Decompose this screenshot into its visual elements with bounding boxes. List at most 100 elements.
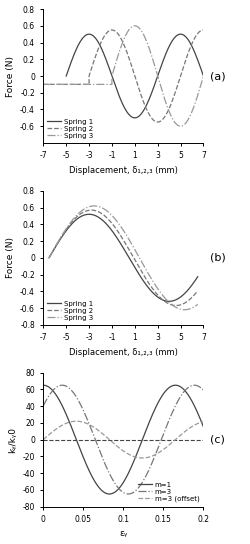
m=3 (offset) bbox=[120, 446, 123, 453]
Text: (a): (a) bbox=[210, 71, 226, 81]
m=3 (offset) bbox=[198, 420, 200, 426]
Spring 1 bbox=[202, 73, 205, 79]
Spring 2 bbox=[156, 119, 159, 125]
m=3 bbox=[168, 416, 171, 422]
Spring 3 bbox=[183, 306, 186, 313]
Spring 3 bbox=[116, 219, 119, 225]
Spring 3 bbox=[77, 81, 80, 88]
Spring 2 bbox=[196, 288, 199, 294]
Spring 2 bbox=[117, 31, 120, 38]
Spring 2 bbox=[55, 242, 58, 248]
Spring 1 bbox=[125, 108, 128, 115]
Spring 1 bbox=[172, 36, 175, 42]
m=1 bbox=[168, 384, 171, 391]
Line: m=3 (offset): m=3 (offset) bbox=[43, 421, 204, 458]
Spring 2 bbox=[174, 302, 178, 309]
Spring 1 bbox=[159, 64, 162, 71]
Spring 2 bbox=[90, 207, 93, 213]
Spring 3 bbox=[179, 123, 182, 129]
Spring 3 bbox=[48, 255, 50, 261]
m=3 (offset) bbox=[202, 418, 205, 425]
Line: Spring 3: Spring 3 bbox=[49, 206, 198, 310]
Legend: Spring 1, Spring 2, Spring 3: Spring 1, Spring 2, Spring 3 bbox=[47, 118, 94, 139]
Spring 3 bbox=[120, 224, 123, 231]
X-axis label: Displacement, δ₁,₂,₃ (mm): Displacement, δ₁,₂,₃ (mm) bbox=[69, 348, 178, 357]
m=3 (offset) bbox=[168, 441, 171, 448]
Y-axis label: kᵧ/kᵧ0: kᵧ/kᵧ0 bbox=[8, 426, 17, 453]
Spring 3 bbox=[179, 123, 182, 129]
Spring 1 bbox=[65, 73, 68, 79]
m=1 bbox=[202, 424, 205, 430]
Spring 3 bbox=[177, 122, 180, 129]
Line: Spring 1: Spring 1 bbox=[66, 34, 203, 118]
Line: Spring 3: Spring 3 bbox=[43, 26, 204, 126]
Line: Spring 2: Spring 2 bbox=[43, 30, 204, 122]
m=1 bbox=[42, 382, 45, 388]
Legend: m=1, m=3, m=3 (offset): m=1, m=3, m=3 (offset) bbox=[137, 481, 200, 503]
Legend: Spring 1, Spring 2, Spring 3: Spring 1, Spring 2, Spring 3 bbox=[47, 300, 94, 322]
Spring 3 bbox=[133, 22, 136, 29]
Spring 3 bbox=[196, 301, 199, 307]
Spring 3 bbox=[55, 241, 58, 248]
Spring 1 bbox=[192, 280, 195, 286]
Spring 1 bbox=[196, 274, 199, 280]
Spring 2 bbox=[157, 119, 160, 125]
Line: Spring 2: Spring 2 bbox=[49, 210, 198, 306]
m=1 bbox=[120, 483, 123, 489]
Line: m=3: m=3 bbox=[43, 385, 204, 494]
Spring 3 bbox=[192, 304, 195, 311]
m=3 (offset) bbox=[75, 418, 78, 424]
Spring 2 bbox=[165, 299, 168, 306]
Spring 2 bbox=[48, 255, 50, 261]
m=3 bbox=[127, 491, 130, 497]
m=3 bbox=[61, 382, 64, 388]
Spring 1 bbox=[48, 255, 50, 261]
Spring 3 bbox=[93, 203, 96, 209]
m=3 bbox=[116, 483, 118, 490]
Spring 1 bbox=[174, 33, 178, 40]
Spring 1 bbox=[79, 39, 82, 45]
Spring 1 bbox=[192, 280, 195, 286]
m=1 bbox=[108, 491, 111, 497]
m=3 bbox=[50, 389, 53, 395]
m=3 (offset) bbox=[141, 455, 144, 461]
m=3 bbox=[198, 383, 200, 390]
Line: Spring 1: Spring 1 bbox=[49, 214, 198, 301]
Spring 2 bbox=[173, 91, 176, 97]
Spring 1 bbox=[165, 298, 168, 304]
Spring 3 bbox=[134, 22, 137, 29]
Spring 1 bbox=[133, 115, 136, 121]
X-axis label: Displacement, δ₁,₂,₃ (mm): Displacement, δ₁,₂,₃ (mm) bbox=[69, 166, 178, 175]
Spring 1 bbox=[120, 242, 123, 248]
Spring 1 bbox=[88, 211, 90, 218]
m=1 bbox=[116, 487, 118, 494]
Spring 3 bbox=[42, 81, 45, 88]
Spring 2 bbox=[42, 81, 45, 88]
m=3 bbox=[42, 403, 45, 409]
m=3 bbox=[198, 383, 200, 390]
Line: m=1: m=1 bbox=[43, 385, 204, 494]
m=3 bbox=[120, 488, 123, 494]
m=1 bbox=[50, 386, 53, 393]
Y-axis label: Force (N): Force (N) bbox=[6, 55, 15, 96]
Spring 3 bbox=[138, 25, 141, 32]
m=1 bbox=[197, 412, 200, 419]
Text: (b): (b) bbox=[210, 253, 226, 263]
Spring 1 bbox=[120, 99, 123, 106]
Spring 3 bbox=[192, 304, 195, 311]
Spring 2 bbox=[116, 227, 119, 234]
Spring 1 bbox=[168, 298, 171, 305]
Spring 3 bbox=[166, 104, 169, 111]
m=3 bbox=[202, 387, 205, 393]
Spring 1 bbox=[88, 31, 90, 38]
Spring 3 bbox=[165, 296, 168, 302]
m=3 (offset) bbox=[50, 429, 53, 436]
Spring 1 bbox=[55, 242, 58, 248]
Spring 1 bbox=[116, 236, 119, 242]
Spring 2 bbox=[65, 81, 68, 88]
X-axis label: εᵧ: εᵧ bbox=[119, 529, 128, 539]
Text: (c): (c) bbox=[210, 435, 225, 444]
Spring 2 bbox=[192, 293, 195, 299]
Spring 2 bbox=[192, 293, 195, 299]
m=3 (offset) bbox=[116, 443, 118, 449]
